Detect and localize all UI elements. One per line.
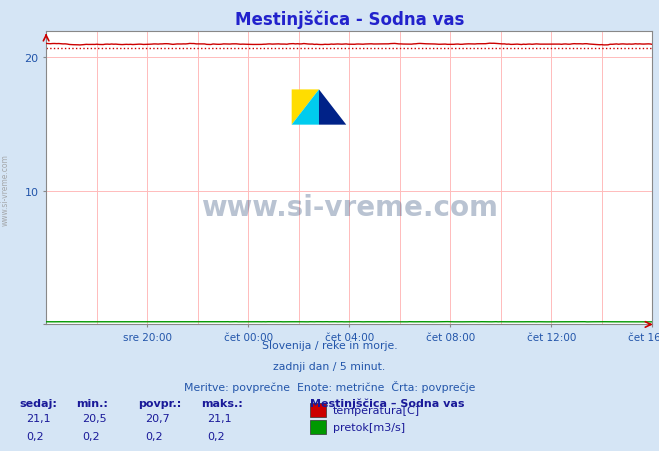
Text: Slovenija / reke in morje.: Slovenija / reke in morje. — [262, 341, 397, 350]
Text: 21,1: 21,1 — [208, 414, 232, 423]
Polygon shape — [292, 90, 319, 125]
Text: 21,1: 21,1 — [26, 414, 51, 423]
Text: temperatura[C]: temperatura[C] — [333, 405, 420, 415]
Text: zadnji dan / 5 minut.: zadnji dan / 5 minut. — [273, 361, 386, 371]
Text: www.si-vreme.com: www.si-vreme.com — [201, 193, 498, 221]
Text: 20,7: 20,7 — [145, 414, 170, 423]
Text: Meritve: povprečne  Enote: metrične  Črta: povprečje: Meritve: povprečne Enote: metrične Črta:… — [184, 380, 475, 392]
Polygon shape — [319, 90, 346, 125]
Text: www.si-vreme.com: www.si-vreme.com — [1, 153, 10, 226]
Text: sedaj:: sedaj: — [20, 398, 57, 408]
Title: Mestinjščica - Sodna vas: Mestinjščica - Sodna vas — [235, 10, 464, 28]
Text: maks.:: maks.: — [201, 398, 243, 408]
Text: min.:: min.: — [76, 398, 107, 408]
Text: 0,2: 0,2 — [82, 431, 100, 441]
Text: 0,2: 0,2 — [208, 431, 225, 441]
Text: povpr.:: povpr.: — [138, 398, 182, 408]
Text: 20,5: 20,5 — [82, 414, 107, 423]
Text: pretok[m3/s]: pretok[m3/s] — [333, 422, 405, 432]
Text: Mestinjščica – Sodna vas: Mestinjščica – Sodna vas — [310, 398, 464, 408]
Polygon shape — [292, 90, 319, 125]
Text: 0,2: 0,2 — [26, 431, 44, 441]
Text: 0,2: 0,2 — [145, 431, 163, 441]
